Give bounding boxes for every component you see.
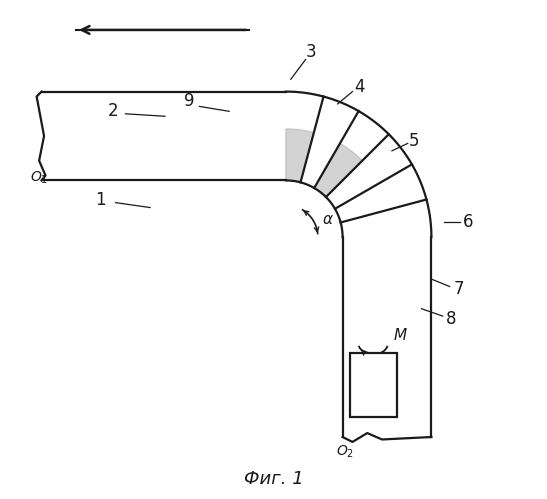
Text: 1: 1 <box>96 191 106 209</box>
Text: Фиг. 1: Фиг. 1 <box>243 470 304 488</box>
Polygon shape <box>286 129 314 182</box>
Text: 7: 7 <box>453 280 464 298</box>
Bar <box>350 353 397 417</box>
Polygon shape <box>314 143 363 197</box>
Text: 9: 9 <box>184 92 195 110</box>
Text: 4: 4 <box>354 78 365 96</box>
Text: 6: 6 <box>463 214 474 232</box>
Text: 5: 5 <box>409 132 420 150</box>
Text: $\alpha$: $\alpha$ <box>322 213 334 228</box>
Text: $O_2$: $O_2$ <box>336 444 354 460</box>
Text: 3: 3 <box>305 43 316 61</box>
Text: 8: 8 <box>446 309 456 327</box>
Text: $O_1$: $O_1$ <box>30 170 48 186</box>
Text: M: M <box>394 328 407 343</box>
Text: 2: 2 <box>108 102 119 120</box>
